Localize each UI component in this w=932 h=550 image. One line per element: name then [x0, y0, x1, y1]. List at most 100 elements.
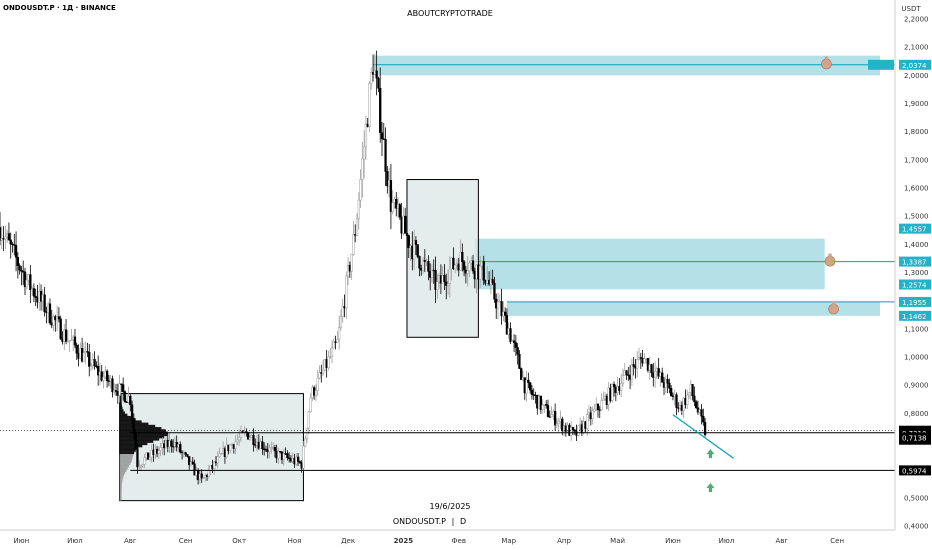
- candle-body: [171, 445, 175, 448]
- candle-body: [57, 316, 61, 320]
- candle-body: [457, 263, 460, 271]
- candle-body: [452, 257, 455, 269]
- x-tick-label: Май: [610, 537, 625, 545]
- annotation-layer: [672, 56, 839, 492]
- candle-body: [612, 383, 616, 388]
- candle-body: [164, 439, 168, 449]
- candle-body: [698, 409, 701, 413]
- candle-body: [127, 395, 130, 403]
- candle-body: [125, 401, 128, 403]
- zone-price-tag: 1,1955: [902, 299, 927, 307]
- profile-bar: [119, 411, 125, 414]
- candle-body: [596, 404, 600, 410]
- candle-body: [466, 270, 469, 274]
- candle-body: [239, 431, 243, 438]
- candle-body: [75, 344, 78, 354]
- candle-body: [221, 448, 225, 454]
- candle-body: [643, 358, 646, 364]
- candle-body: [296, 456, 300, 462]
- candle-body: [145, 452, 148, 459]
- profile-bar: [119, 442, 148, 446]
- candle-body: [279, 450, 282, 453]
- candle-body: [689, 384, 692, 393]
- candle-body: [166, 439, 169, 448]
- candle-body: [625, 370, 628, 375]
- x-tick-label: Ноя: [288, 537, 302, 545]
- candle-body: [357, 199, 360, 219]
- candle-body: [209, 465, 212, 471]
- candle-body: [268, 447, 271, 453]
- candle-body: [354, 234, 357, 236]
- candle-body: [82, 352, 86, 362]
- profile-bar: [119, 485, 122, 488]
- candle-body: [198, 473, 202, 481]
- candle-body: [379, 87, 382, 133]
- candle-body: [220, 453, 223, 455]
- candle-body: [7, 233, 11, 241]
- candle-body: [425, 260, 428, 263]
- candle-body: [553, 411, 557, 426]
- candle-body: [238, 437, 241, 441]
- candle-body: [91, 359, 94, 367]
- zone-price-tag: 2,0374: [902, 62, 927, 70]
- candle-body: [61, 338, 64, 342]
- candle-body: [475, 264, 478, 280]
- candle-body: [200, 473, 203, 479]
- candle-body: [0, 227, 2, 241]
- profile-bar: [119, 438, 160, 441]
- candle-body: [118, 383, 121, 396]
- candle-body: [696, 407, 700, 413]
- candle-body: [193, 463, 196, 476]
- profile-bar: [119, 435, 165, 439]
- candle-body: [421, 260, 425, 271]
- candle-body: [288, 457, 291, 459]
- candle-body: [682, 398, 685, 411]
- candle-body: [170, 440, 173, 447]
- candle-body: [230, 444, 234, 446]
- candle-body: [461, 251, 464, 263]
- candle-body: [250, 434, 253, 438]
- zone-price-tag-bg: [899, 59, 931, 70]
- x-tick-label: Фев: [452, 537, 466, 545]
- candle-body: [307, 411, 310, 429]
- candle-body: [284, 453, 287, 455]
- candle-body: [275, 450, 278, 459]
- candle-body: [186, 454, 189, 457]
- profile-bar: [119, 402, 122, 405]
- symbol-line: ONDOUSDT.P · 1Д · BINANCE: [3, 4, 116, 12]
- candle-body: [334, 341, 337, 343]
- profile-bar: [119, 491, 122, 495]
- candle-body: [534, 394, 537, 397]
- candle-body: [148, 456, 152, 460]
- candle-body: [545, 403, 548, 406]
- profile-bar: [119, 460, 132, 463]
- x-tick-label: Июн: [665, 537, 681, 545]
- candle-body: [445, 281, 448, 286]
- candle-body: [23, 271, 27, 288]
- candle-body: [539, 395, 543, 410]
- candle-body: [386, 171, 389, 187]
- candle-body: [13, 244, 16, 246]
- candle-body: [525, 379, 528, 394]
- date-caption: 19/6/2025: [429, 502, 470, 511]
- x-tick-label: Авг: [776, 537, 789, 545]
- candle-body: [598, 409, 601, 411]
- candle-body: [277, 450, 280, 459]
- candle-body: [123, 391, 127, 403]
- candle-body: [38, 290, 41, 303]
- candle-body: [177, 444, 180, 448]
- candle-body: [346, 265, 350, 277]
- candle-body: [211, 465, 214, 469]
- profile-bar: [119, 476, 124, 479]
- candle-body: [514, 342, 518, 348]
- candle-body: [632, 364, 635, 367]
- candle-body: [184, 452, 187, 455]
- candle-body: [79, 348, 82, 359]
- candle-body: [616, 386, 619, 393]
- candle-body: [398, 204, 401, 218]
- candle-body: [311, 387, 314, 399]
- candle-body: [662, 382, 666, 388]
- candle-body: [380, 132, 384, 140]
- candle-body: [345, 275, 348, 309]
